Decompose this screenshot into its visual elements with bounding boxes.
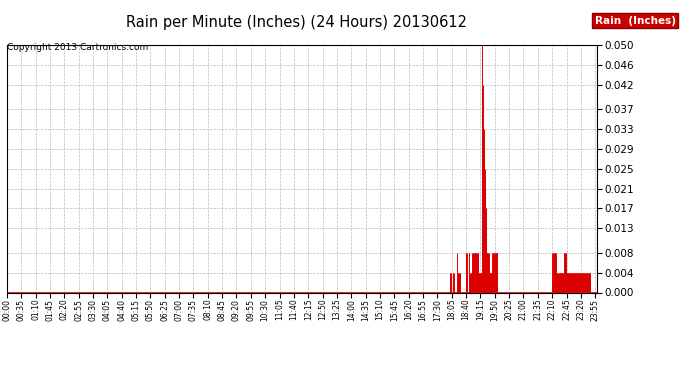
Text: Rain  (Inches): Rain (Inches) (595, 16, 676, 26)
Text: Copyright 2013 Cartronics.com: Copyright 2013 Cartronics.com (7, 43, 148, 52)
Text: Rain per Minute (Inches) (24 Hours) 20130612: Rain per Minute (Inches) (24 Hours) 2013… (126, 15, 467, 30)
